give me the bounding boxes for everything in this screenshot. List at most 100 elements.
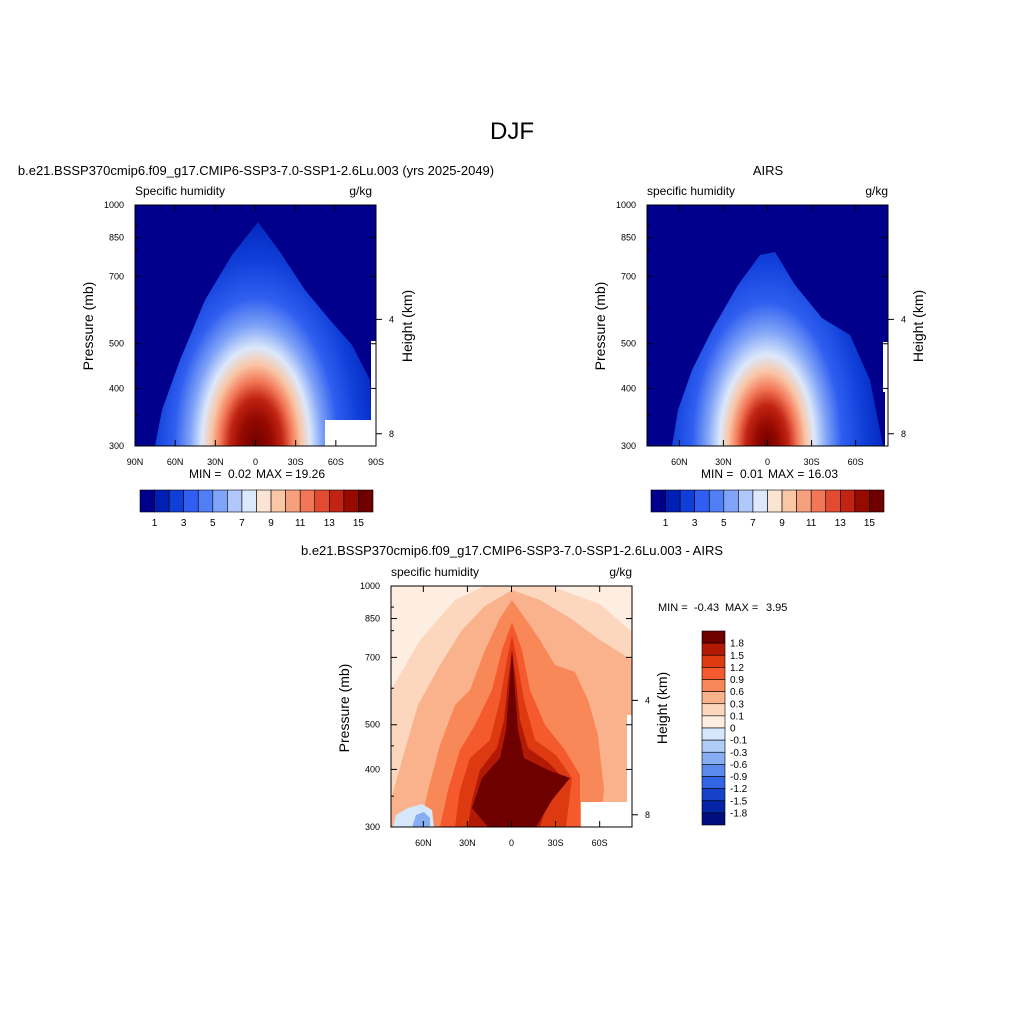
height-tick-label: 4 [645,695,650,705]
y-tick-label: 500 [365,720,380,730]
colorbar-swatch [139,489,155,513]
colorbar-label: -0.3 [730,748,748,759]
colorbar-label: 15 [864,518,876,529]
page-title: DJF [490,118,534,145]
model-variable-label: Specific humidity [135,184,225,198]
colorbar-label: 1 [152,518,158,529]
obs-max-label: MAX = [768,467,804,481]
colorbar-label: -0.1 [730,736,748,747]
colorbar-label: -0.6 [730,760,748,771]
colorbar-swatch [701,812,726,826]
diff-max-value: 3.95 [766,602,787,614]
x-tick-label: 60N [167,457,184,467]
colorbar-swatch [358,489,374,513]
colorbar-swatch [701,776,726,789]
colorbar-label: 0.9 [730,675,744,686]
x-tick-label: 30N [459,838,476,848]
obs-panel: AIRS specific humidity g/kg 300400500700… [592,163,926,529]
colorbar-swatch [767,489,783,513]
colorbar-swatch [299,489,316,513]
colorbar-swatch [701,751,726,765]
colorbar-swatch [227,489,243,513]
colorbar-label: -1.5 [730,796,748,807]
model-ylabel: Pressure (mb) [80,282,96,371]
colorbar-swatch [701,630,726,644]
colorbar-swatch [701,703,726,717]
diff-min-label: MIN = [658,602,688,614]
model-axes: 300 400 500 700 850 1000 8 4 90N 60N 30N 0 30S 60S 90S [104,200,394,467]
x-tick-label: 60N [671,457,688,467]
x-tick-label: 30N [207,457,224,467]
height-tick-label: 4 [901,314,906,324]
model-units-label: g/kg [349,184,372,198]
y-tick-label: 300 [365,822,380,832]
obs-max-value: 16.03 [808,467,838,481]
colorbar-swatch [329,489,345,513]
colorbar-swatch [650,489,666,513]
colorbar-swatch [752,489,768,513]
y-tick-label: 500 [621,339,636,349]
obs-contour-field [647,205,888,446]
colorbar-swatch [701,739,726,753]
colorbar-label: 13 [835,518,847,529]
colorbar-swatch [701,691,726,705]
colorbar-label: 9 [268,518,274,529]
x-tick-label: 30S [548,838,564,848]
colorbar-label: 11 [806,518,817,529]
y-tick-label: 400 [109,383,124,393]
colorbar-swatch [723,489,739,513]
colorbar-swatch [183,489,199,513]
colorbar-swatch [738,489,754,513]
colorbar-swatch [825,489,841,513]
x-tick-label: 90N [127,457,144,467]
colorbar-label: 1.2 [730,663,744,674]
obs-axes: 300 400 500 700 850 1000 8 4 60N 30N 0 30S 60S [616,200,906,467]
y-tick-label: 850 [365,614,380,624]
x-tick-label: 30N [715,457,732,467]
colorbar-label: -1.8 [730,808,748,819]
y-tick-label: 300 [621,441,636,451]
diff-panel: b.e21.BSSP370cmip6.f09_g17.CMIP6-SSP3-7.… [301,543,787,848]
colorbar-swatch [679,489,695,513]
model-panel-title: b.e21.BSSP370cmip6.f09_g17.CMIP6-SSP3-7.… [18,163,494,178]
colorbar-swatch [810,489,827,513]
diff-panel-title: b.e21.BSSP370cmip6.f09_g17.CMIP6-SSP3-7.… [301,543,723,558]
colorbar-swatch [154,489,170,513]
x-tick-label: 60N [415,838,432,848]
obs-min-max: MIN = 0.01 MAX = 16.03 [701,467,838,481]
obs-colorbar: 1 3 5 7 9 11 13 15 [650,489,885,529]
colorbar-label: 11 [295,518,306,529]
x-tick-label: 0 [765,457,770,467]
colorbar-swatch [285,489,301,513]
colorbar-label: 15 [353,518,365,529]
height-tick-label: 8 [901,429,906,439]
y-tick-label: 300 [109,441,124,451]
colorbar-label: -1.2 [730,784,748,795]
x-tick-label: 0 [253,457,258,467]
colorbar-swatch [869,489,885,513]
model-colorbar: 1 3 5 7 9 11 13 15 [139,489,374,529]
obs-ylabel-right: Height (km) [910,290,926,362]
colorbar-swatch [701,727,726,741]
y-tick-label: 400 [621,383,636,393]
colorbar-label: 0.3 [730,699,744,710]
colorbar-swatch [701,667,726,680]
colorbar-swatch [241,489,257,513]
colorbar-swatch [701,800,726,814]
colorbar-swatch [840,489,856,513]
colorbar-label: 5 [721,518,727,529]
y-tick-label: 400 [365,764,380,774]
diff-max-label: MAX = [725,602,758,614]
x-tick-label: 60S [328,457,344,467]
colorbar-swatch [701,679,726,692]
y-tick-label: 500 [109,339,124,349]
colorbar-label: 5 [210,518,216,529]
x-tick-label: 90S [368,457,384,467]
y-tick-label: 700 [621,271,636,281]
colorbar-label: 1 [663,518,669,529]
colorbar-label: 7 [750,518,756,529]
diff-colorbar: 1.81.51.20.90.60.30.10-0.1-0.3-0.6-0.9-1… [701,630,748,826]
diff-variable-label: specific humidity [391,565,479,579]
model-contour-field [135,205,376,446]
